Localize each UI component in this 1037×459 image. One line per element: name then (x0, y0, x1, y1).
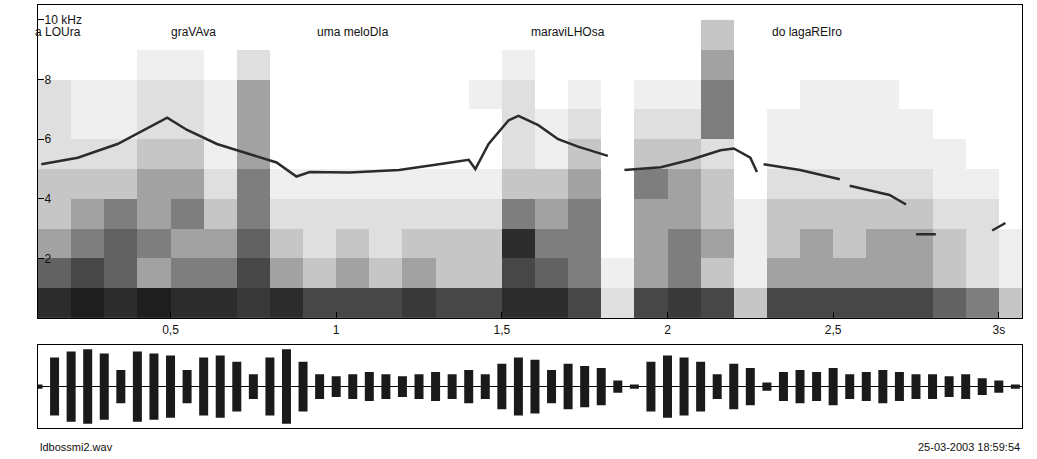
svg-text:1: 1 (333, 323, 340, 337)
svg-text:0,5: 0,5 (162, 323, 179, 337)
svg-text:6: 6 (45, 132, 52, 146)
svg-text:do lagaREIro: do lagaREIro (772, 25, 842, 39)
svg-text:2,5: 2,5 (825, 323, 842, 337)
svg-text:25-03-2003 18:59:54: 25-03-2003 18:59:54 (918, 441, 1020, 453)
svg-text:3s: 3s (992, 323, 1005, 337)
svg-text:maraviLHOsa: maraviLHOsa (531, 25, 605, 39)
svg-text:4: 4 (45, 192, 52, 206)
svg-text:2: 2 (45, 252, 52, 266)
svg-text:2: 2 (664, 323, 671, 337)
svg-text:ldbossmi2.wav: ldbossmi2.wav (40, 441, 113, 453)
svg-text:a LOUra: a LOUra (35, 25, 81, 39)
svg-text:uma meloDIa: uma meloDIa (317, 25, 389, 39)
svg-text:10 kHz: 10 kHz (45, 13, 82, 27)
svg-text:graVAva: graVAva (171, 25, 216, 39)
svg-text:1,5: 1,5 (493, 323, 510, 337)
svg-text:8: 8 (45, 73, 52, 87)
